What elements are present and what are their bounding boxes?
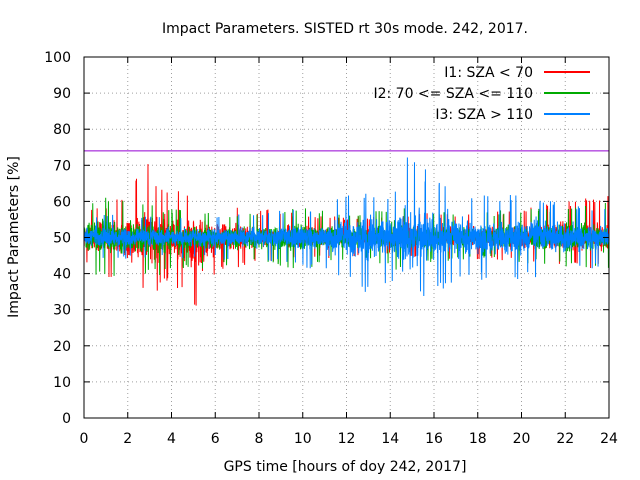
x-tick-label: 20 — [513, 431, 531, 447]
y-tick-label: 50 — [53, 231, 71, 247]
y-axis-ticks: 0 10 20 30 40 50 60 70 80 90 100 — [44, 50, 609, 427]
y-axis-label: Impact Parameters [%] — [6, 156, 22, 318]
legend-label: I2: 70 <= SZA <= 110 — [373, 86, 533, 102]
x-tick-label: 0 — [80, 431, 89, 447]
y-tick-label: 0 — [62, 411, 71, 427]
x-tick-label: 16 — [425, 431, 443, 447]
x-tick-label: 10 — [294, 431, 312, 447]
x-axis-ticks: 0 2 4 6 8 10 12 14 16 18 20 22 24 — [80, 57, 618, 447]
y-tick-label: 80 — [53, 122, 71, 138]
y-tick-label: 20 — [53, 339, 71, 355]
x-tick-label: 22 — [556, 431, 574, 447]
x-tick-label: 14 — [381, 431, 399, 447]
y-tick-label: 70 — [53, 158, 71, 174]
x-axis-label: GPS time [hours of doy 242, 2017] — [224, 459, 467, 475]
x-tick-label: 18 — [469, 431, 487, 447]
legend-label: I1: SZA < 70 — [444, 65, 533, 81]
legend-label: I3: SZA > 110 — [435, 107, 533, 123]
y-tick-label: 90 — [53, 86, 71, 102]
legend: I1: SZA < 70 I2: 70 <= SZA <= 110 I3: SZA … — [373, 65, 590, 123]
x-tick-label: 12 — [338, 431, 356, 447]
y-tick-label: 100 — [44, 50, 71, 66]
x-tick-label: 24 — [600, 431, 618, 447]
y-tick-label: 10 — [53, 375, 71, 391]
x-tick-label: 8 — [255, 431, 264, 447]
x-tick-label: 2 — [123, 431, 132, 447]
y-tick-label: 60 — [53, 194, 71, 210]
y-tick-label: 30 — [53, 303, 71, 319]
x-tick-label: 6 — [211, 431, 220, 447]
series-layer — [83, 157, 610, 306]
x-tick-label: 4 — [167, 431, 176, 447]
series-line — [83, 157, 610, 297]
y-tick-label: 40 — [53, 267, 71, 283]
chart-title: Impact Parameters. SISTED rt 30s mode. 2… — [162, 21, 528, 37]
